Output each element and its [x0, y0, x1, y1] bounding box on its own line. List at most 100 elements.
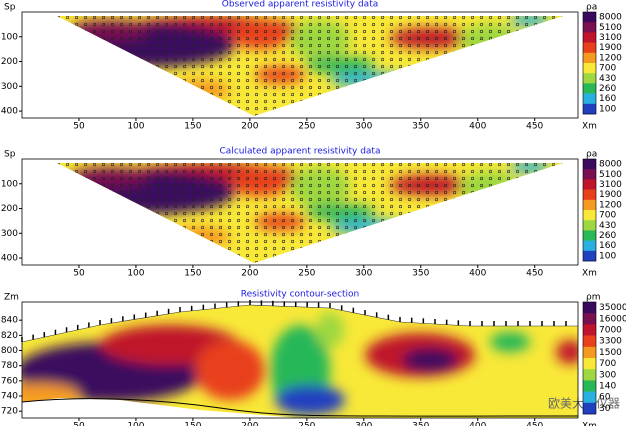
chart-title: Observed apparent resistivity data: [222, 0, 379, 10]
colorbar-swatch: [583, 103, 596, 115]
x-tick-label: 400: [469, 269, 486, 279]
y-tick-label: 300: [1, 229, 18, 239]
colorbar-swatch: [583, 93, 596, 105]
x-tick-label: 250: [298, 122, 315, 132]
colorbar-tick-label: 140: [599, 382, 616, 392]
x-tick-label: 50: [73, 122, 85, 132]
x-tick-label: 100: [127, 122, 144, 132]
colorbar-swatch: [583, 380, 596, 392]
colorbar-tick-label: 100: [599, 104, 616, 114]
y-tick-label: 720: [1, 407, 18, 417]
colorbar-tick-label: 1900: [599, 43, 622, 53]
colorbar-swatch: [583, 159, 596, 170]
blob: [556, 340, 578, 364]
colorbar-tick-label: 430: [599, 74, 616, 84]
colorbar-swatch: [583, 210, 596, 221]
colorbar-swatch: [583, 73, 596, 84]
y-axis-label: Sp: [4, 3, 16, 13]
colorbar-tick-label: 8000: [599, 160, 622, 170]
blob: [490, 332, 530, 352]
blob: [402, 348, 458, 372]
x-tick-label: 400: [469, 122, 486, 132]
y-tick-label: 200: [1, 204, 18, 214]
y-tick-label: 300: [1, 82, 18, 92]
colorbar-tick-label: 430: [599, 221, 616, 231]
y-tick-label: 780: [1, 361, 18, 371]
x-tick-label: 100: [127, 422, 144, 426]
colorbar-swatch: [583, 302, 596, 314]
colorbar-swatch: [583, 369, 596, 381]
colorbar-swatch: [583, 230, 596, 241]
x-axis-label: Xm: [582, 122, 597, 132]
y-tick-label: 100: [1, 179, 18, 189]
colorbar-tick-label: 8000: [599, 13, 622, 23]
colorbar-tick-label: 300: [599, 370, 616, 380]
colorbar-tick-label: 160: [599, 241, 616, 251]
colorbar-swatch: [583, 179, 596, 190]
x-tick-label: 400: [469, 422, 486, 426]
plot-frame: [21, 11, 579, 119]
colorbar-frame: [582, 301, 597, 415]
colorbar-tick-label: 3100: [599, 180, 622, 190]
x-tick-label: 150: [184, 269, 201, 279]
colorbar-swatch: [583, 189, 596, 201]
plot-frame: [21, 301, 579, 419]
x-tick-label: 250: [298, 269, 315, 279]
x-axis-label: Xm: [582, 269, 597, 279]
colorbar-swatch: [583, 358, 596, 370]
colorbar-swatch: [583, 391, 596, 404]
x-tick-label: 350: [412, 422, 429, 426]
colorbar-tick-label: 1200: [599, 200, 622, 210]
colorbar-tick-label: 60: [599, 393, 611, 403]
x-axis-label: Xm: [582, 422, 597, 426]
colorbar-swatch: [583, 32, 596, 43]
y-tick-label: 400: [1, 107, 18, 117]
colorbar-tick-label: 260: [599, 84, 616, 94]
blob: [275, 385, 345, 415]
chart-title: Calculated apparent resistivity data: [220, 147, 381, 157]
x-tick-label: 150: [184, 422, 201, 426]
x-tick-label: 300: [355, 269, 372, 279]
y-axis-label: Zm: [4, 293, 19, 303]
x-tick-label: 300: [355, 122, 372, 132]
colorbar-tick-label: 160: [599, 94, 616, 104]
colorbar-swatch: [583, 402, 596, 415]
colorbar-swatch: [583, 42, 596, 54]
colorbar-tick-label: 700: [599, 64, 616, 74]
colorbar-tick-label: 3100: [599, 33, 622, 43]
colorbar-tick-label: 3300: [599, 337, 622, 347]
colorbar-frame: [582, 158, 597, 262]
colorbar-tick-label: 16000: [599, 314, 626, 324]
y-tick-label: 760: [1, 376, 18, 386]
colorbar-tick-label: 700: [599, 359, 616, 369]
y-tick-label: 400: [1, 254, 18, 264]
colorbar-swatch: [583, 52, 596, 64]
y-tick-label: 800: [1, 346, 18, 356]
x-tick-label: 450: [526, 122, 543, 132]
chart-title: Resistivity contour-section: [241, 290, 360, 300]
colorbar-label: ρa: [586, 3, 597, 13]
colorbar-swatch: [583, 346, 596, 359]
colorbar-tick-label: 5100: [599, 23, 622, 33]
x-tick-label: 100: [127, 269, 144, 279]
colorbar-swatch: [583, 83, 596, 94]
colorbar-tick-label: 100: [599, 251, 616, 261]
colorbar-swatch: [583, 12, 596, 23]
x-tick-label: 200: [241, 269, 258, 279]
plot-frame: [21, 158, 579, 266]
colorbar-tick-label: 5100: [599, 170, 622, 180]
colorbar-tick-label: 30: [599, 404, 611, 414]
y-tick-label: 100: [1, 32, 18, 42]
colorbar-swatch: [583, 199, 596, 211]
x-tick-label: 450: [526, 422, 543, 426]
colorbar-swatch: [583, 250, 596, 262]
x-tick-label: 450: [526, 269, 543, 279]
colorbar-swatch: [583, 169, 596, 180]
colorbar-tick-label: 260: [599, 231, 616, 241]
y-axis-label: Sp: [4, 150, 16, 160]
colorbar-swatch: [583, 220, 596, 231]
y-tick-label: 840: [1, 316, 18, 326]
colorbar-frame: [582, 11, 597, 115]
